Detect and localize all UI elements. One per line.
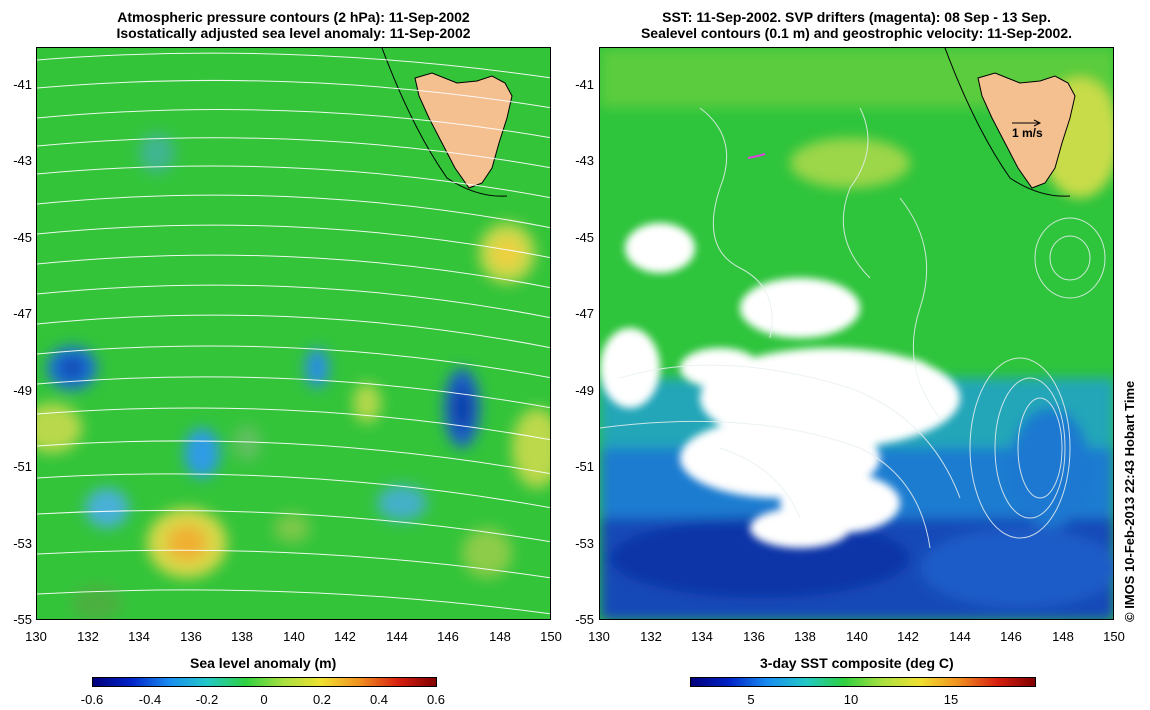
colorbar-tick: -0.4: [138, 692, 162, 707]
left-title-line2: Isostatically adjusted sea level anomaly…: [116, 25, 471, 41]
lon-tick: 138: [231, 629, 253, 644]
lon-tick: 148: [1052, 629, 1074, 644]
left-colorbar-label: Sea level anomaly (m): [190, 655, 337, 671]
lon-tick: 144: [386, 629, 408, 644]
colorbar-tick: 0.6: [426, 692, 446, 707]
sea-level-colorbar: [92, 677, 437, 687]
colorbar-tick: 5: [747, 692, 755, 707]
lat-tick: -55: [13, 612, 32, 627]
lat-tick: -51: [13, 459, 32, 474]
lat-tick: -41: [13, 77, 32, 92]
lat-tick: -55: [575, 612, 594, 627]
lon-tick: 138: [794, 629, 816, 644]
lon-tick: 148: [489, 629, 511, 644]
lat-tick: -43: [575, 153, 594, 168]
lat-tick: -53: [13, 536, 32, 551]
sst-map: 1 m/s: [599, 47, 1114, 620]
lon-tick: 134: [128, 629, 150, 644]
right-title-line1: SST: 11-Sep-2002. SVP drifters (magenta)…: [662, 9, 1051, 25]
lat-tick: -41: [575, 77, 594, 92]
colorbar-tick: 15: [943, 692, 959, 707]
left-title-line1: Atmospheric pressure contours (2 hPa): 1…: [117, 9, 470, 25]
copyright-text: © IMOS 10-Feb-2013 22:43 Hobart Time: [1122, 380, 1137, 622]
sea-level-anomaly-map: [36, 47, 551, 620]
lat-tick: -43: [13, 153, 32, 168]
colorbar-tick: 0: [260, 692, 268, 707]
lon-tick: 140: [846, 629, 868, 644]
lon-tick: 130: [588, 629, 610, 644]
lon-tick: 130: [25, 629, 47, 644]
lat-tick: -47: [575, 306, 594, 321]
colorbar-tick: 10: [843, 692, 859, 707]
lat-tick: -51: [575, 459, 594, 474]
lon-tick: 136: [180, 629, 202, 644]
right-colorbar-label: 3-day SST composite (deg C): [760, 655, 954, 671]
lon-tick: 136: [743, 629, 765, 644]
right-title-line2: Sealevel contours (0.1 m) and geostrophi…: [640, 25, 1073, 41]
lon-tick: 134: [691, 629, 713, 644]
lon-tick: 142: [334, 629, 356, 644]
lat-tick: -53: [575, 536, 594, 551]
lat-tick: -49: [575, 383, 594, 398]
lat-tick: -47: [13, 306, 32, 321]
velocity-scale-label: 1 m/s: [1012, 126, 1043, 140]
lon-tick: 132: [640, 629, 662, 644]
lon-tick: 144: [949, 629, 971, 644]
colorbar-tick: 0.2: [312, 692, 332, 707]
lat-tick: -45: [575, 230, 594, 245]
lon-tick: 150: [540, 629, 562, 644]
lat-tick: -45: [13, 230, 32, 245]
lon-tick: 132: [77, 629, 99, 644]
lon-tick: 142: [897, 629, 919, 644]
sst-colorbar: [690, 677, 1036, 687]
colorbar-tick: 0.4: [369, 692, 389, 707]
lon-tick: 146: [1000, 629, 1022, 644]
lon-tick: 146: [437, 629, 459, 644]
colorbar-tick: -0.6: [80, 692, 104, 707]
lon-tick: 140: [283, 629, 305, 644]
lon-tick: 150: [1103, 629, 1125, 644]
colorbar-tick: -0.2: [195, 692, 219, 707]
lat-tick: -49: [13, 383, 32, 398]
